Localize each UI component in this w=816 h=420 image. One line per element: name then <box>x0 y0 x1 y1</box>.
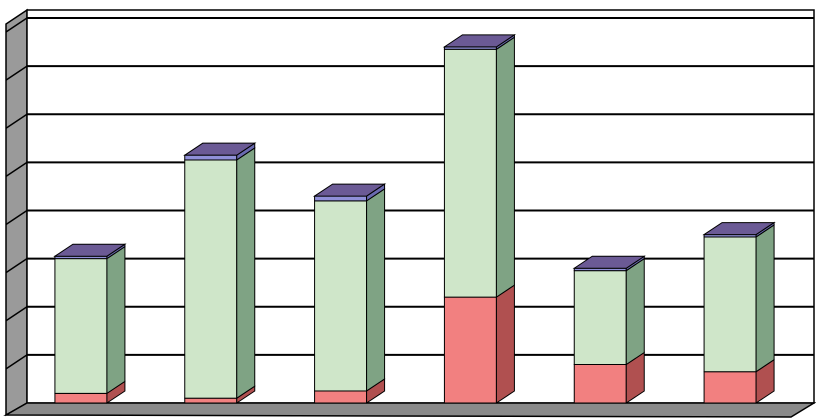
bar-1-series-1-side <box>236 147 256 400</box>
gridline-side <box>5 161 28 177</box>
bar-2-series-0 <box>314 390 368 404</box>
gridline-side <box>5 65 28 81</box>
bar-0-series-0 <box>54 392 108 404</box>
gridline-side <box>5 354 28 370</box>
back-wall <box>26 9 815 404</box>
bar-3-series-1-side <box>495 36 515 299</box>
bar-5-series-1-side <box>755 224 775 373</box>
bar-0-series-1 <box>54 258 108 394</box>
chart-walls <box>3 8 816 418</box>
bar-3-top <box>442 34 517 48</box>
bars <box>53 33 776 404</box>
bar-5-top <box>702 222 776 236</box>
bar-1-series-0 <box>184 397 238 404</box>
bar-3-series-0 <box>443 296 497 404</box>
floor <box>3 402 816 418</box>
bar-4-series-0 <box>573 364 627 404</box>
bar-3-series-0-side <box>495 284 515 404</box>
gridline-side <box>5 306 28 322</box>
bar-2-series-2 <box>314 195 368 202</box>
bar-4-series-1 <box>573 270 627 365</box>
bar-5-series-0 <box>703 371 757 404</box>
gridlines <box>5 17 814 370</box>
bar-2-series-1 <box>314 200 368 392</box>
gridline-side <box>5 258 28 274</box>
bar-4-series-1-side <box>625 257 645 366</box>
bar-1-top <box>183 142 257 156</box>
bar-3-series-1 <box>443 48 497 298</box>
bar-1-series-2 <box>184 154 238 161</box>
gridline-side <box>5 113 28 129</box>
bar-2-top <box>312 183 387 197</box>
gridline-side <box>5 17 28 33</box>
bar-2-series-1-side <box>366 187 386 392</box>
bar-0-series-1-side <box>106 245 126 395</box>
bar-4-top <box>572 255 646 269</box>
bar-5-series-1 <box>703 236 757 373</box>
bar-0-top <box>53 243 127 257</box>
bar-1-series-1 <box>184 159 238 399</box>
gridline-side <box>5 209 28 226</box>
